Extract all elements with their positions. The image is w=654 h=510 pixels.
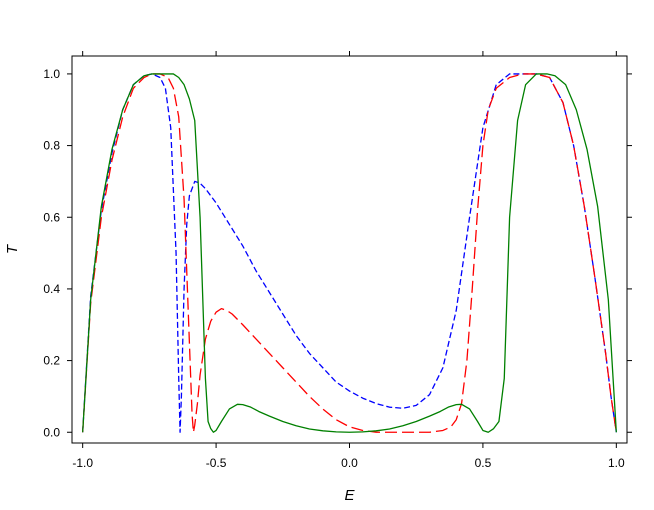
- series-line-3: [82, 73, 617, 433]
- y-tick-label: 0.0: [43, 425, 60, 439]
- x-tick-label: 0.0: [341, 456, 358, 470]
- series-line-2: [82, 73, 617, 433]
- tick-labels-layer: -1.0 -0.5 0.0 0.5 1.0 0.0 0.2 0.4 0.6 0.8 1.0: [43, 67, 625, 470]
- plot-frame: [71, 55, 628, 444]
- x-tick-label: -1.0: [72, 456, 93, 470]
- y-tick-label: 0.6: [43, 210, 60, 224]
- y-tick-label: 0.4: [43, 282, 60, 296]
- y-axis-label: T: [4, 243, 21, 254]
- x-axis-label: E: [344, 487, 355, 504]
- y-tick-label: 0.2: [43, 354, 60, 368]
- series-line-1: [82, 73, 617, 433]
- ticks-layer: [67, 51, 632, 448]
- y-tick-label: 0.8: [43, 139, 60, 153]
- x-tick-label: 0.5: [475, 456, 492, 470]
- x-tick-label: -0.5: [206, 456, 227, 470]
- y-tick-label: 1.0: [43, 67, 60, 81]
- series-layer: [82, 73, 617, 433]
- x-tick-label: 1.0: [608, 456, 625, 470]
